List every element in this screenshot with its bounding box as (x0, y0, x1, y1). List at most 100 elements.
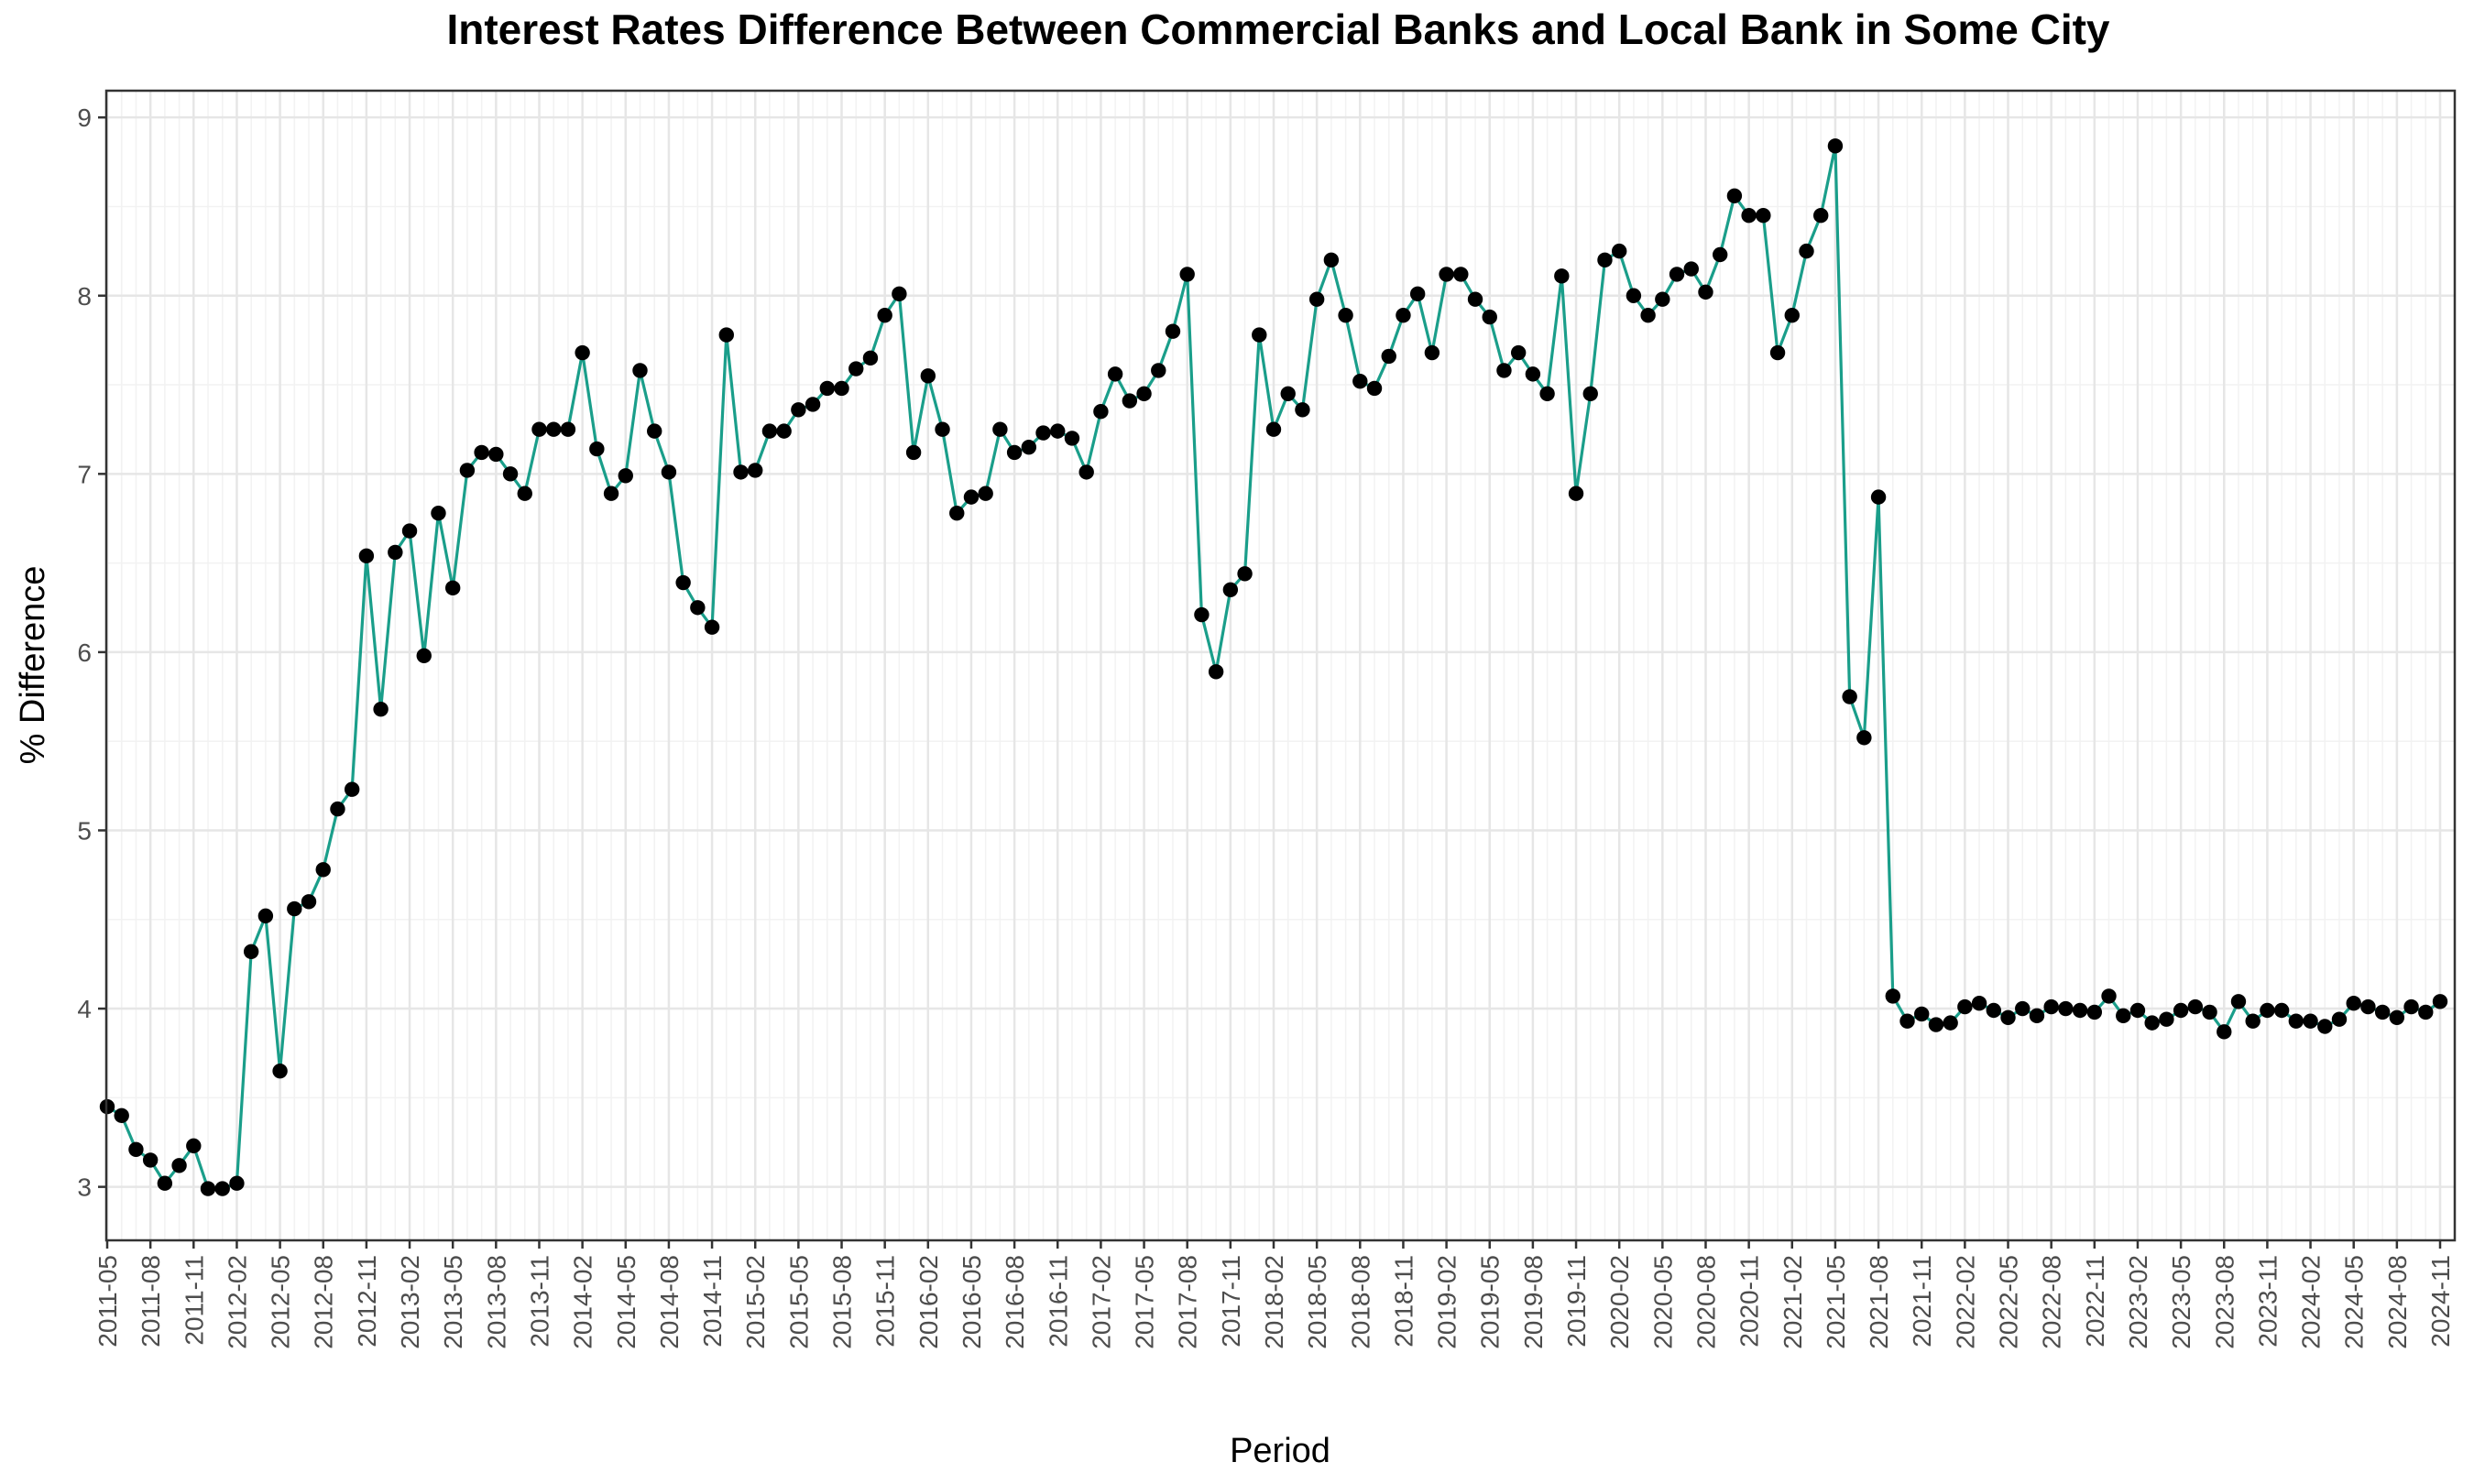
data-point (963, 489, 980, 505)
data-point (1539, 386, 1555, 401)
data-point (459, 463, 476, 478)
data-point (1799, 243, 1814, 259)
plot-panel (106, 91, 2455, 1240)
x-tick-label: 2024-11 (2426, 1255, 2455, 1348)
data-point (1870, 489, 1887, 505)
data-point (1813, 208, 1829, 224)
data-point (1467, 291, 1483, 307)
data-point (2317, 1019, 2333, 1034)
data-point (114, 1108, 129, 1123)
data-point (1280, 386, 1296, 401)
data-point (949, 505, 965, 521)
data-point (2015, 1000, 2031, 1017)
x-tick-label: 2016-11 (1044, 1255, 1072, 1348)
data-point (1971, 996, 1987, 1011)
data-point (1352, 373, 1368, 389)
data-point (1222, 582, 1239, 598)
x-tick-label: 2013-02 (396, 1255, 424, 1349)
x-tick-label: 2017-05 (1131, 1255, 1159, 1349)
data-point (978, 486, 993, 501)
data-point (618, 468, 633, 484)
data-point (1308, 291, 1325, 307)
data-point (1453, 267, 1469, 282)
data-point (920, 368, 936, 384)
data-point (718, 327, 734, 343)
x-tick-label: 2021-05 (1822, 1255, 1850, 1349)
data-point (1525, 366, 1541, 382)
x-tick-label: 2017-02 (1087, 1255, 1115, 1349)
x-tick-label: 2024-05 (2340, 1255, 2369, 1349)
x-tick-label: 2021-08 (1865, 1255, 1893, 1349)
x-tick-label: 2020-05 (1648, 1255, 1677, 1349)
data-point (388, 544, 403, 561)
data-point (761, 423, 778, 439)
data-point (1122, 393, 1138, 409)
data-point (229, 1175, 245, 1191)
x-tick-label: 2022-11 (2081, 1255, 2109, 1348)
data-point (1093, 404, 1109, 420)
data-point (1396, 307, 1411, 323)
data-point (2217, 1024, 2232, 1040)
x-tick-label: 2019-08 (1519, 1255, 1548, 1349)
x-tick-label: 2018-02 (1260, 1255, 1288, 1349)
data-point (2086, 1004, 2103, 1020)
data-point (301, 894, 317, 910)
data-point (2288, 1013, 2304, 1029)
data-point (1683, 261, 1699, 277)
x-axis-title: Period (1230, 1432, 1330, 1470)
data-point (416, 648, 432, 663)
x-tick-label: 2012-08 (310, 1255, 338, 1349)
data-point (2043, 998, 2059, 1015)
x-tick-label: 2023-11 (2253, 1255, 2282, 1348)
data-points (99, 138, 2448, 1196)
data-point (935, 421, 950, 437)
data-point (474, 444, 489, 461)
data-point (1064, 431, 1080, 446)
data-point (2230, 994, 2247, 1009)
x-tick-label: 2018-05 (1303, 1255, 1331, 1349)
data-point (517, 486, 532, 501)
data-point (344, 781, 360, 797)
x-tick-label: 2019-05 (1476, 1255, 1505, 1349)
data-point (1914, 1006, 1930, 1022)
data-point (1136, 386, 1152, 401)
data-point (1640, 307, 1656, 323)
data-point (1050, 423, 1066, 439)
data-point (401, 523, 418, 539)
data-point (733, 464, 749, 480)
x-tick-label: 2016-02 (914, 1255, 943, 1349)
data-point (2000, 1009, 2016, 1025)
data-point (257, 908, 274, 924)
data-point (704, 619, 720, 635)
data-point (1626, 288, 1642, 303)
data-point (531, 421, 547, 437)
x-tick-label: 2013-05 (439, 1255, 467, 1349)
data-point (2418, 1004, 2434, 1020)
data-point (776, 423, 792, 439)
x-tick-label: 2014-08 (655, 1255, 684, 1349)
data-point (1265, 421, 1282, 437)
data-point (502, 466, 519, 482)
data-point (2058, 1000, 2074, 1017)
data-point (862, 350, 879, 366)
data-point (1409, 286, 1426, 302)
x-tick-label: 2012-11 (353, 1255, 381, 1348)
data-point (1698, 284, 1713, 300)
data-point (1655, 291, 1670, 307)
x-tick-label: 2012-05 (267, 1255, 295, 1349)
data-point (1784, 307, 1800, 323)
data-point (330, 801, 345, 817)
y-tick-label: 9 (77, 104, 92, 132)
x-tick-label: 2019-11 (1562, 1255, 1591, 1348)
y-tick-label: 4 (77, 995, 92, 1023)
data-point (2202, 1004, 2217, 1020)
major-gridlines (105, 91, 2455, 1240)
x-tick-label: 2018-11 (1389, 1255, 1418, 1348)
y-tick-label: 7 (77, 460, 92, 488)
x-tick-label: 2022-08 (2038, 1255, 2066, 1349)
data-point (1165, 323, 1181, 339)
x-tick-label: 2024-08 (2383, 1255, 2412, 1349)
data-point (1712, 246, 1728, 263)
data-point (1669, 267, 1685, 282)
